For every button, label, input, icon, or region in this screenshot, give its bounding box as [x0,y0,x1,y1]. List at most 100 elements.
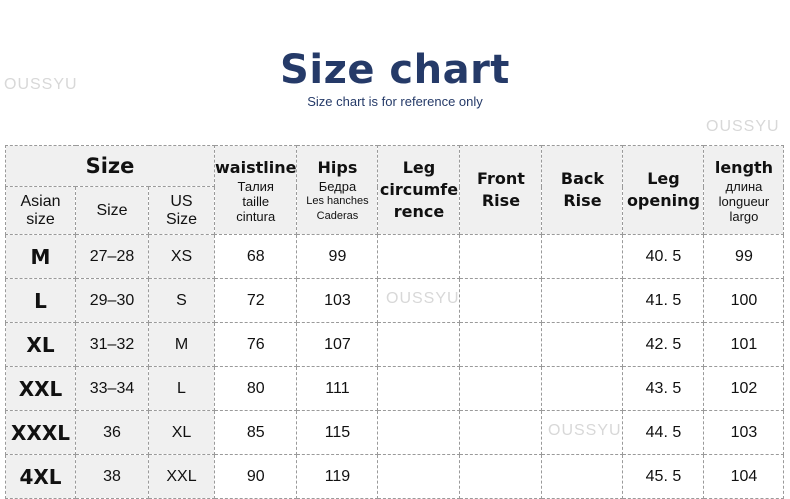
header-label: Бедра [318,178,357,194]
cell-hips: 115 [296,410,379,455]
cell-asian: XXL [5,366,76,411]
cell-length: 104 [703,454,785,499]
cell-back [541,366,624,411]
header-label: Талия [237,178,274,194]
table-row: XXL 33–34 L 80 111 43. 5 102 [5,366,785,411]
table-row: M 27–28 XS 68 99 40. 5 99 [5,234,785,279]
cell-front [459,234,543,279]
cell-asian: XL [5,322,76,367]
cell-leg-circ [377,234,461,279]
cell-opening: 42. 5 [622,322,705,367]
header-asian-size: Asian size [5,186,76,235]
cell-opening: 45. 5 [622,454,705,499]
cell-hips: 119 [296,454,379,499]
cell-back [541,322,624,367]
header-label: Hips [317,157,358,177]
cell-hips: 103 [296,278,379,323]
watermark: OUSSYU [386,290,460,307]
header-back-rise: Back Rise [541,145,624,235]
cell-opening: 40. 5 [622,234,705,279]
watermark: OUSSYU [4,76,78,93]
cell-front [459,366,543,411]
cell-front [459,322,543,367]
cell-size: 27–28 [75,234,149,279]
cell-back [541,278,624,323]
watermark: OUSSYU [548,422,622,439]
cell-front [459,278,543,323]
cell-asian: XXXL [5,410,76,455]
watermark: OUSSYU [706,118,780,135]
header-label: length [714,157,774,177]
header-leg-opening: Leg opening [622,145,705,235]
header-us-size: US Size [148,186,215,235]
cell-us: S [148,278,215,323]
cell-length: 103 [703,410,785,455]
cell-asian: L [5,278,76,323]
cell-length: 101 [703,322,785,367]
header-label: Caderas [316,209,359,222]
header-label: waistline [215,157,297,177]
cell-size: 31–32 [75,322,149,367]
header-label: circumfe [379,180,459,199]
cell-us: M [148,322,215,367]
header-label: cintura [236,208,276,224]
header-label: Leg [402,158,436,177]
cell-asian: 4XL [5,454,76,499]
header-label: Back [560,169,605,188]
table-row: L 29–30 S 72 103 41. 5 100 [5,278,785,323]
header-label: Rise [563,191,602,210]
header-hips: Hips Бедра Les hanches Caderas [296,145,379,235]
cell-leg-circ [377,454,461,499]
header-size: Size [75,186,149,235]
cell-hips: 111 [296,366,379,411]
header-label: opening [626,191,700,210]
header-length: length длина longueur largo [703,145,785,235]
table-row: XL 31–32 M 76 107 42. 5 101 [5,322,785,367]
header-label: taille [242,193,270,209]
cell-us: XXL [148,454,215,499]
cell-hips: 99 [296,234,379,279]
header-front-rise: Front Rise [459,145,543,235]
cell-us: XL [148,410,215,455]
cell-hips: 107 [296,322,379,367]
cell-opening: 41. 5 [622,278,705,323]
cell-leg-circ [377,322,461,367]
cell-size: 33–34 [75,366,149,411]
header-label: largo [729,208,759,224]
page-title: Size chart [280,47,510,93]
header-label: rence [393,202,445,221]
header-leg-circumference: Leg circumfe rence [377,145,461,235]
cell-size: 36 [75,410,149,455]
header-size-group: Size [5,145,215,187]
page-subtitle: Size chart is for reference only [307,94,483,109]
cell-front [459,454,543,499]
cell-opening: 43. 5 [622,366,705,411]
cell-us: L [148,366,215,411]
header-label: Les hanches [306,194,369,207]
cell-opening: 44. 5 [622,410,705,455]
cell-waist: 72 [213,278,298,323]
cell-asian: M [5,234,76,279]
size-table: Size waistline Талия taille cintura Hips… [5,145,785,499]
cell-waist: 80 [213,366,298,411]
header-label: длина [725,178,763,194]
cell-leg-circ [377,410,461,455]
cell-length: 99 [703,234,785,279]
cell-back [541,454,624,499]
cell-leg-circ [377,366,461,411]
header-waistline: waistline Талия taille cintura [213,145,298,235]
cell-waist: 68 [213,234,298,279]
header-label: Front [477,169,525,188]
header-label: Rise [481,191,521,210]
cell-size: 29–30 [75,278,149,323]
cell-back [541,234,624,279]
cell-length: 100 [703,278,785,323]
cell-waist: 85 [213,410,298,455]
cell-waist: 76 [213,322,298,367]
cell-waist: 90 [213,454,298,499]
cell-length: 102 [703,366,785,411]
header-label: Leg [647,169,680,188]
header-label: longueur [718,193,770,209]
cell-us: XS [148,234,215,279]
table-row: 4XL 38 XXL 90 119 45. 5 104 [5,454,785,499]
